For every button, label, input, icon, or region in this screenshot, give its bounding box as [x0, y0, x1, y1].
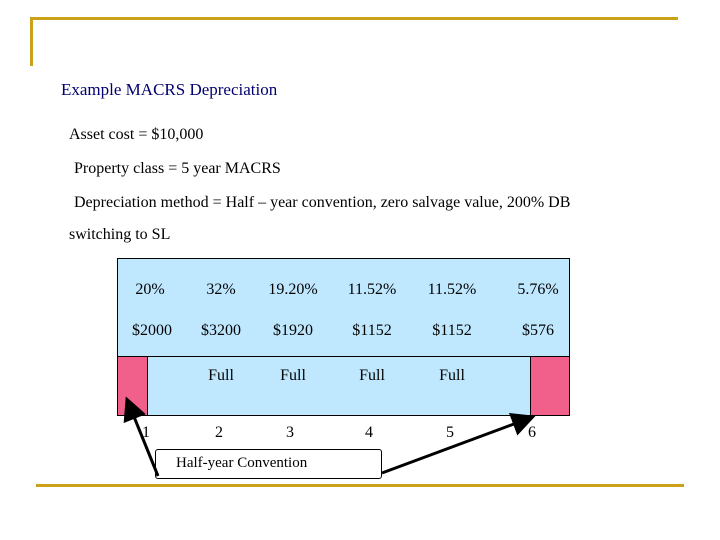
- year-label: 4: [365, 424, 373, 441]
- slide-title: Example MACRS Depreciation: [61, 80, 278, 99]
- amount-cell: $1152: [432, 322, 472, 339]
- full-year-label: Full: [280, 367, 306, 384]
- half-year-bar-end: [530, 356, 570, 416]
- rate-cell: 5.76%: [517, 281, 559, 298]
- arrow-to-year-6: [381, 413, 536, 475]
- half-year-convention-callout: Half-year Convention: [155, 449, 382, 479]
- rate-cell: 19.20%: [268, 281, 318, 298]
- amount-cell: $3200: [201, 322, 241, 339]
- year-label: 5: [446, 424, 454, 441]
- depreciation-table: [117, 258, 570, 416]
- year-label: 3: [286, 424, 294, 441]
- callout-label: Half-year Convention: [176, 455, 308, 471]
- switching-text: switching to SL: [69, 226, 171, 243]
- full-year-label: Full: [208, 367, 234, 384]
- amount-cell: $576: [522, 322, 554, 339]
- full-year-label: Full: [439, 367, 465, 384]
- asset-cost-text: Asset cost = $10,000: [69, 126, 204, 143]
- rate-cell: 32%: [206, 281, 236, 298]
- bottom-rule: [36, 484, 684, 487]
- amount-cell: $2000: [132, 322, 172, 339]
- amount-cell: $1152: [352, 322, 392, 339]
- year-label: 1: [142, 424, 150, 441]
- rate-cell: 11.52%: [427, 281, 477, 298]
- property-class-text: Property class = 5 year MACRS: [74, 160, 281, 177]
- amount-cell: $1920: [273, 322, 313, 339]
- full-year-label: Full: [359, 367, 385, 384]
- table-divider: [147, 356, 530, 357]
- rate-cell: 11.52%: [347, 281, 397, 298]
- rate-cell: 20%: [135, 281, 165, 298]
- left-rule: [30, 17, 33, 66]
- top-rule: [30, 17, 678, 20]
- year-label: 2: [215, 424, 223, 441]
- arrow-to-year-1: [123, 396, 160, 477]
- depreciation-method-text: Depreciation method = Half – year conven…: [74, 194, 571, 211]
